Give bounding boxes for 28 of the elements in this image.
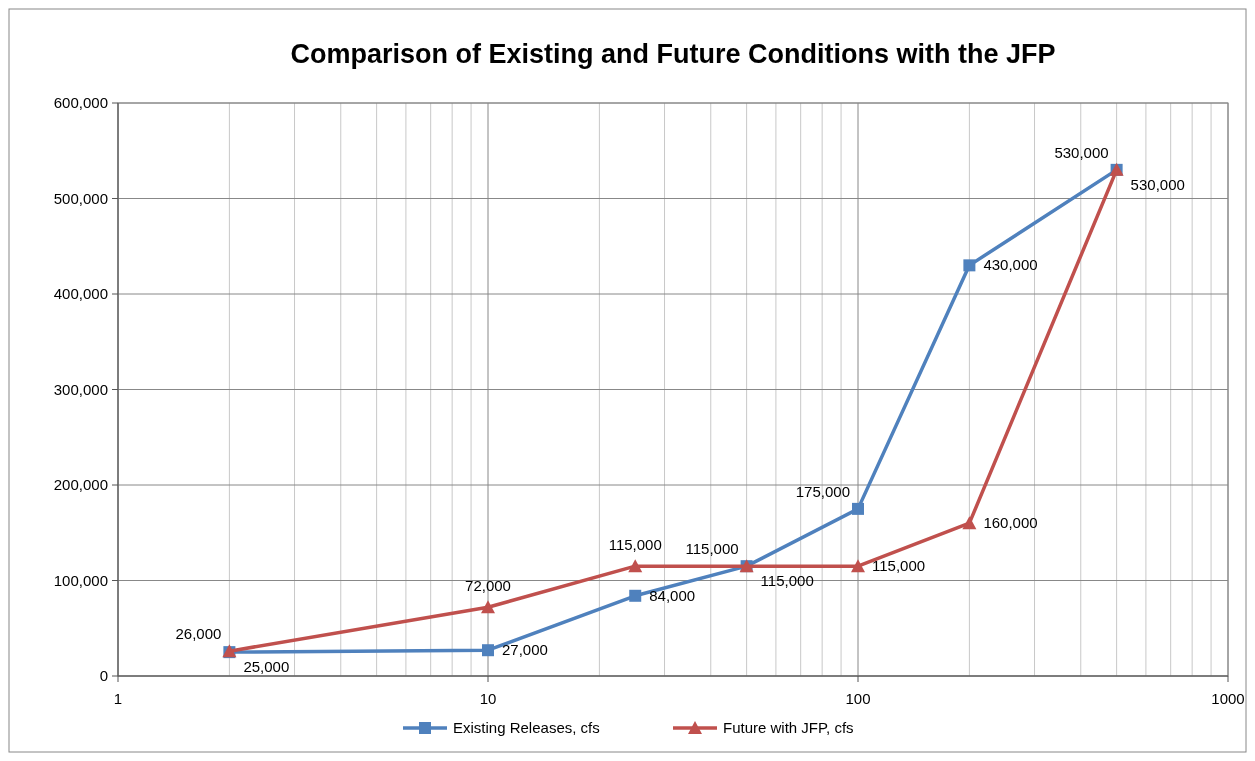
data-label: 115,000 [608, 536, 662, 554]
data-label: 530,000 [1054, 143, 1109, 161]
x-tick-label: 10 [479, 690, 497, 707]
legend-label: Future with JFP, cfs [723, 719, 854, 736]
y-tick-label: 300,000 [53, 380, 108, 398]
data-label: 430,000 [983, 256, 1038, 274]
x-tick-label: 1 [113, 690, 123, 707]
data-label: 84,000 [649, 586, 696, 604]
data-label: 115,000 [872, 557, 926, 575]
data-label: 25,000 [243, 658, 290, 676]
data-label: 27,000 [502, 641, 548, 659]
data-label: 26,000 [175, 625, 222, 643]
data-label: 160,000 [983, 514, 1038, 532]
y-tick-label: 600,000 [53, 94, 108, 111]
y-tick-label: 200,000 [53, 476, 108, 493]
chart-title: Comparison of Existing and Future Conditions with the JFP [290, 39, 1056, 69]
data-label: 115,000 [685, 540, 739, 558]
y-tick-label: 400,000 [53, 285, 108, 302]
data-label: 115,000 [760, 572, 814, 590]
data-label: 175,000 [795, 482, 850, 500]
y-tick-label: 500,000 [53, 189, 108, 207]
legend-label: Existing Releases, cfs [453, 719, 600, 736]
y-tick-label: 100,000 [53, 571, 108, 589]
data-label: 530,000 [1130, 175, 1185, 193]
y-tick-label: 0 [99, 667, 108, 684]
data-label: 72,000 [465, 577, 511, 595]
x-tick-label: 100 [845, 690, 871, 707]
x-tick-label: 1000 [1211, 690, 1245, 707]
